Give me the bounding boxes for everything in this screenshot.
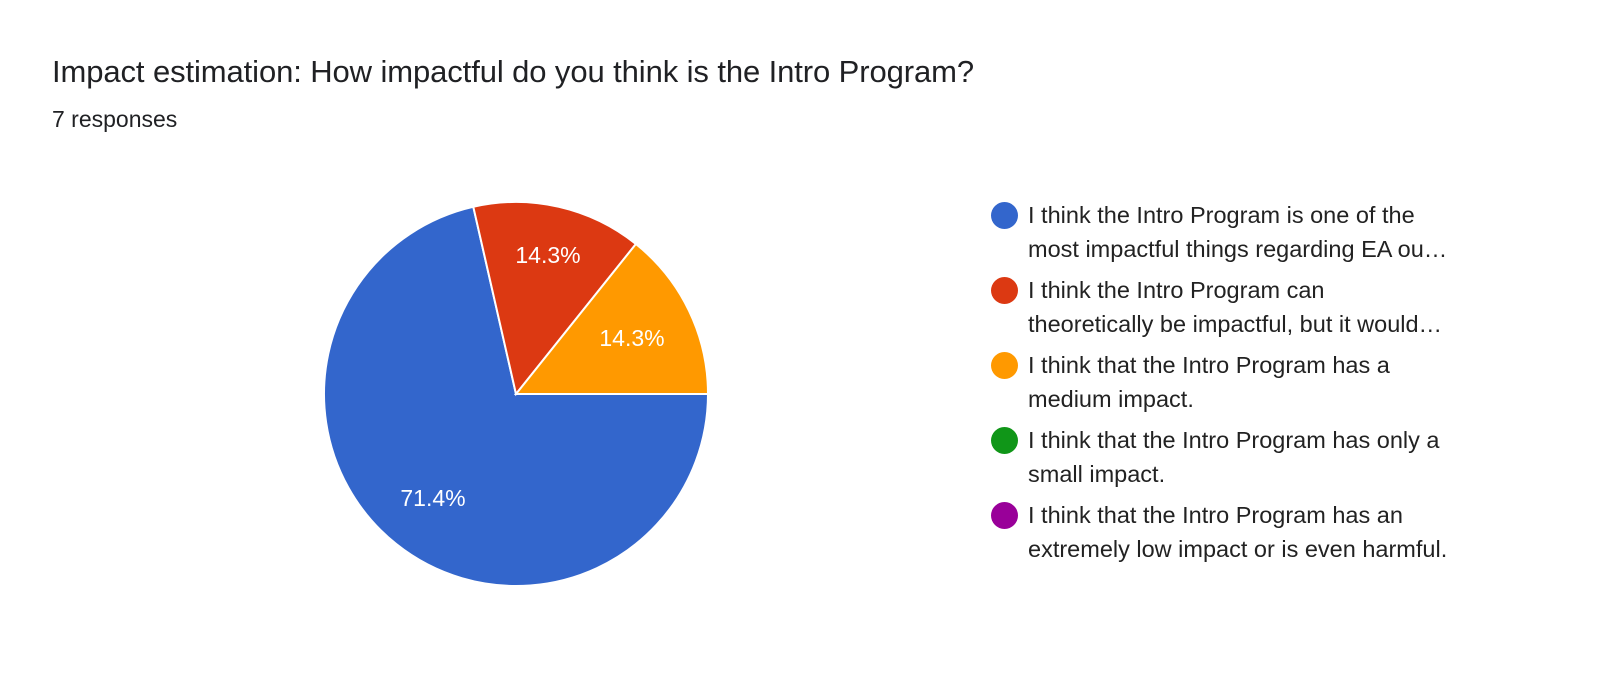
legend-item-medium-impact[interactable]: I think that the Intro Program has a med…	[990, 348, 1510, 423]
legend-label: I think the Intro Program is one of the …	[1028, 202, 1448, 262]
chart-legend: I think the Intro Program is one of the …	[990, 198, 1510, 573]
legend-item-low-impact[interactable]: I think that the Intro Program has an ex…	[990, 498, 1510, 573]
legend-label: I think that the Intro Program has only …	[1028, 427, 1440, 487]
legend-dot-red-icon	[991, 277, 1018, 304]
legend-dot-blue-icon	[991, 202, 1018, 229]
legend-dot-orange-icon	[991, 352, 1018, 379]
legend-label: I think that the Intro Program has an ex…	[1028, 502, 1448, 562]
pie-slice-red[interactable]	[472, 201, 638, 397]
legend-label: I think the Intro Program can theoretica…	[1028, 277, 1443, 337]
legend-dot-green-icon	[991, 427, 1018, 454]
pie-slice-orange[interactable]	[513, 242, 710, 395]
slice-label-red: 14.3%	[515, 242, 580, 268]
pie-slice-blue[interactable]	[323, 205, 710, 587]
legend-item-small-impact[interactable]: I think that the Intro Program has only …	[990, 423, 1510, 498]
pie-chart: 14.3% 14.3% 71.4%	[323, 201, 710, 587]
response-count: 7 responses	[52, 106, 178, 132]
slice-label-blue: 71.4%	[400, 485, 465, 511]
legend-label: I think that the Intro Program has a med…	[1028, 352, 1390, 412]
legend-item-most-impactful[interactable]: I think the Intro Program is one of the …	[990, 198, 1510, 273]
slice-label-orange: 14.3%	[599, 325, 664, 351]
legend-item-theoretically-impactful[interactable]: I think the Intro Program can theoretica…	[990, 273, 1510, 348]
chart-title: Impact estimation: How impactful do you …	[52, 54, 974, 89]
legend-dot-purple-icon	[991, 502, 1018, 529]
